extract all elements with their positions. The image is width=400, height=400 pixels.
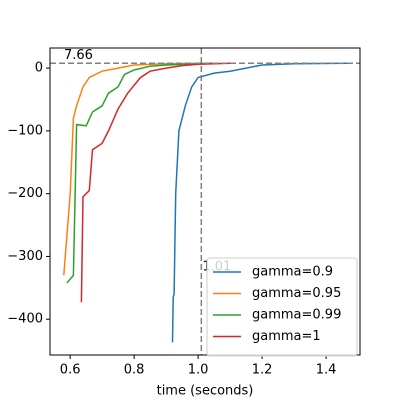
legend-label: gamma=0.95 xyxy=(252,286,341,301)
axes-frame xyxy=(49,47,361,356)
legend-label: gamma=0.99 xyxy=(252,308,341,323)
x-tick-label: 1.4 xyxy=(316,363,337,378)
x-tick-label: 1.2 xyxy=(252,363,273,378)
x-tick-label: 0.8 xyxy=(124,363,145,378)
legend-label: gamma=0.9 xyxy=(252,265,333,280)
series-line xyxy=(66,62,215,284)
y-tick-label: −200 xyxy=(7,186,43,201)
series-line xyxy=(171,62,349,343)
series-line xyxy=(80,62,231,303)
x-tick-label: 0.6 xyxy=(60,363,81,378)
y-tick-label: 0 xyxy=(35,61,43,76)
y-tick-label: −400 xyxy=(7,312,43,327)
legend-box xyxy=(206,257,358,357)
hline-label: 7.66 xyxy=(64,48,93,63)
x-axis-label: time (seconds) xyxy=(157,384,254,399)
series-line xyxy=(63,62,215,276)
legend-label: gamma=1 xyxy=(252,329,321,344)
y-tick-label: −100 xyxy=(7,123,43,138)
x-tick-label: 1.0 xyxy=(188,363,209,378)
y-tick-label: −300 xyxy=(7,249,43,264)
